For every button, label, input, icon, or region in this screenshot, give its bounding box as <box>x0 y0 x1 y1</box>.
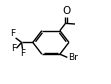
Text: Br: Br <box>68 53 78 62</box>
Text: F: F <box>10 29 15 38</box>
Text: F: F <box>11 44 16 53</box>
Text: O: O <box>62 6 70 16</box>
Text: F: F <box>20 49 25 58</box>
